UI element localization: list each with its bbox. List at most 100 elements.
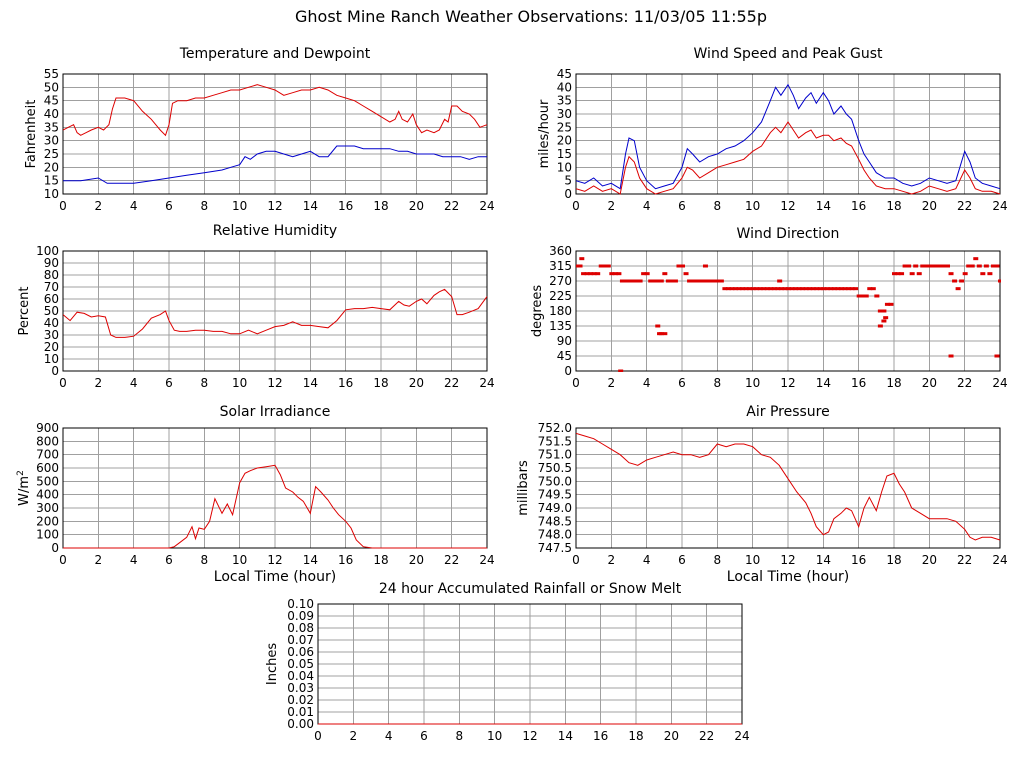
x-tick-label: 2 xyxy=(608,376,616,390)
y-tick-label: 90 xyxy=(44,256,59,270)
x-tick-label: 22 xyxy=(957,553,972,567)
wind-direction-point xyxy=(591,272,597,276)
wind-direction-point xyxy=(796,287,802,291)
wind-direction-point xyxy=(778,287,784,291)
y-tick-label: 40 xyxy=(557,80,572,94)
wind-direction-point xyxy=(579,257,585,261)
y-tick-label: 0.07 xyxy=(287,633,314,647)
x-tick-label: 24 xyxy=(734,729,749,743)
x-tick-label: 6 xyxy=(678,553,686,567)
wind-direction-point xyxy=(853,287,859,291)
wind-direction-point xyxy=(711,279,717,283)
wind-direction-point xyxy=(863,294,869,298)
y-tick-label: 30 xyxy=(44,134,59,148)
wind-direction-point xyxy=(923,264,929,268)
wind-direction-point xyxy=(588,272,594,276)
y-tick-label: 40 xyxy=(44,107,59,121)
x-tick-label: 0 xyxy=(59,553,67,567)
x-tick-label: 16 xyxy=(851,376,866,390)
wind-direction-point xyxy=(906,264,912,268)
temperature-panel: 0 2 4 6 8 10 12 14 16 18 20 22 241015202530354045505… xyxy=(24,46,495,213)
series-0-line xyxy=(63,464,487,549)
wind-direction-point xyxy=(655,324,661,328)
y-tick-label: 0.06 xyxy=(287,645,314,659)
y-tick-label: 180 xyxy=(549,304,572,318)
x-tick-label: 4 xyxy=(130,376,138,390)
plot-frame xyxy=(62,73,488,195)
y-tick-label: 0.01 xyxy=(287,705,314,719)
wind-direction-point xyxy=(860,294,866,298)
y-tick-label: 10 xyxy=(44,187,59,201)
plot-frame xyxy=(575,73,1001,195)
wind-direction-point xyxy=(849,287,855,291)
x-tick-label: 0 xyxy=(59,376,67,390)
wind-direction-point xyxy=(618,369,624,372)
wind-direction-point xyxy=(761,287,767,291)
x-tick-label: 10 xyxy=(232,553,247,567)
x-tick-label: 18 xyxy=(886,376,901,390)
y-tick-label: 0.08 xyxy=(287,621,314,635)
wind-direction-point xyxy=(814,287,820,291)
wind-direction-point xyxy=(694,279,700,283)
wind-direction-point xyxy=(807,287,813,291)
x-tick-label: 14 xyxy=(816,199,831,213)
x-tick-label: 8 xyxy=(714,199,722,213)
x-tick-label: 22 xyxy=(444,199,459,213)
y-tick-label: 751.0 xyxy=(538,448,572,462)
y-tick-label: 900 xyxy=(36,421,59,435)
y-tick-label: 20 xyxy=(44,340,59,354)
x-tick-label: 16 xyxy=(338,376,353,390)
x-tick-label: 24 xyxy=(992,376,1007,390)
wind-direction-point xyxy=(634,279,640,283)
x-axis-label: Local Time (hour) xyxy=(727,569,849,585)
wind-direction-point xyxy=(651,279,657,283)
y-tick-label: 20 xyxy=(44,160,59,174)
x-tick-label: 16 xyxy=(593,729,608,743)
series-0-line xyxy=(576,83,1001,190)
wind-direction-point xyxy=(644,272,650,276)
wind-direction-point xyxy=(768,287,774,291)
y-tick-label: 0 xyxy=(51,541,59,555)
y-tick-label: 60 xyxy=(44,292,59,306)
x-tick-label: 24 xyxy=(479,553,494,567)
x-tick-label: 20 xyxy=(409,553,424,567)
wind-direction-point xyxy=(729,287,735,291)
x-tick-label: 12 xyxy=(267,376,282,390)
y-tick-label: 500 xyxy=(36,474,59,488)
wind-direction-point xyxy=(662,332,668,336)
wind-direction-point xyxy=(930,264,936,268)
wind-direction-point xyxy=(702,264,708,268)
wind-direction-point xyxy=(867,287,873,291)
x-tick-label: 6 xyxy=(678,376,686,390)
x-tick-label: 14 xyxy=(816,376,831,390)
x-tick-label: 6 xyxy=(165,199,173,213)
wind-direction-point xyxy=(757,287,763,291)
wind-direction-point xyxy=(835,287,841,291)
y-tick-label: 0 xyxy=(51,364,59,378)
wind-direction-point xyxy=(764,287,770,291)
wind-direction-point xyxy=(842,287,848,291)
y-axis-label: W/m2 xyxy=(16,470,32,506)
y-tick-label: 135 xyxy=(549,319,572,333)
solar-panel: 0 2 4 6 8 10 12 14 16 18 20 22 240100200300400500600… xyxy=(16,404,495,585)
y-tick-label: 15 xyxy=(44,174,59,188)
y-tick-label: 749.5 xyxy=(538,488,572,502)
panel-title: Solar Irradiance xyxy=(220,404,331,420)
wind-direction-point xyxy=(941,264,947,268)
x-tick-label: 4 xyxy=(130,199,138,213)
wind-direction-point xyxy=(913,264,919,268)
wind-direction-point xyxy=(810,287,816,291)
wind-direction-point xyxy=(998,279,1001,283)
wind-direction-point xyxy=(937,264,943,268)
x-tick-label: 4 xyxy=(643,199,651,213)
y-tick-label: 90 xyxy=(557,334,572,348)
plot-frame xyxy=(62,250,488,372)
y-tick-label: 360 xyxy=(549,244,572,258)
wind-direction-point xyxy=(987,272,993,276)
wind-direction-point xyxy=(831,287,837,291)
x-tick-label: 2 xyxy=(95,376,103,390)
wind-direction-point xyxy=(718,279,724,283)
x-tick-label: 0 xyxy=(314,729,322,743)
wind-direction-point xyxy=(994,354,1000,358)
